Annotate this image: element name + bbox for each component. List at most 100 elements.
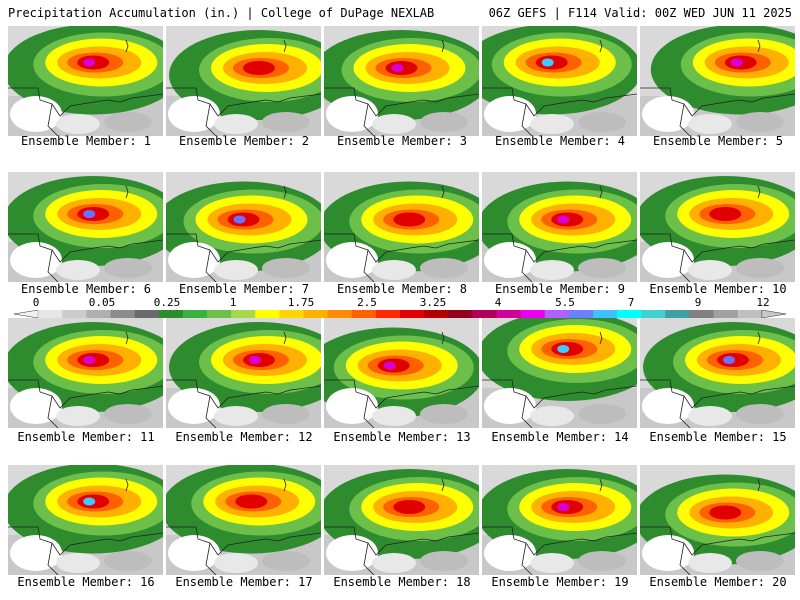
colorbar-tick-label: 9 — [694, 296, 702, 309]
colorbar-segment — [472, 310, 497, 318]
member-caption: Ensemble Member: 9 — [494, 282, 626, 296]
member-map-panel — [8, 26, 163, 136]
colorbar-tick-label: 2.5 — [357, 296, 377, 309]
colorbar-segment — [255, 310, 280, 318]
member-caption: Ensemble Member: 16 — [17, 575, 155, 589]
member-map-panel — [324, 172, 479, 282]
member-caption: Ensemble Member: 6 — [20, 282, 152, 296]
precip-map — [324, 172, 479, 282]
member-caption: Ensemble Member: 18 — [333, 575, 471, 589]
precip-map — [640, 172, 795, 282]
member-caption: Ensemble Member: 13 — [333, 430, 471, 444]
colorbar-segment — [593, 310, 618, 318]
precip-map — [482, 26, 637, 136]
member-map-panel — [166, 318, 321, 428]
precip-map — [324, 465, 479, 575]
colorbar-segment — [617, 310, 642, 318]
colorbar-segment — [279, 310, 304, 318]
colorbar-tick-label: 0.25 — [153, 296, 181, 309]
chart-title: Precipitation Accumulation (in.) | Colle… — [8, 6, 435, 20]
precip-map — [482, 172, 637, 282]
precip-map — [640, 318, 795, 428]
member-map-panel — [640, 318, 795, 428]
precip-map — [166, 172, 321, 282]
precip-map — [324, 26, 479, 136]
member-caption: Ensemble Member: 12 — [175, 430, 313, 444]
colorbar-segment — [158, 310, 184, 318]
precip-map — [8, 26, 163, 136]
member-map-panel — [166, 465, 321, 575]
member-map-panel — [8, 172, 163, 282]
colorbar-segment — [400, 310, 425, 318]
member-caption: Ensemble Member: 15 — [649, 430, 787, 444]
member-map-panel — [324, 26, 479, 136]
precip-map — [482, 465, 637, 575]
member-caption: Ensemble Member: 3 — [336, 134, 468, 148]
precip-map — [8, 172, 163, 282]
colorbar-tick-label: 1.75 — [287, 296, 315, 309]
colorbar-segment — [520, 310, 546, 318]
colorbar-segment — [544, 310, 570, 318]
member-caption: Ensemble Member: 19 — [491, 575, 629, 589]
member-caption: Ensemble Member: 20 — [649, 575, 787, 589]
colorbar-tick-label: 7 — [627, 296, 635, 309]
member-map-panel — [482, 465, 637, 575]
colorbar-segment — [38, 310, 63, 318]
colorbar-segment — [182, 310, 208, 318]
precip-map — [482, 318, 637, 428]
member-map-panel — [482, 318, 637, 428]
colorbar-tick-label: 0.05 — [88, 296, 116, 309]
colorbar-segment — [496, 310, 522, 318]
precip-map — [166, 26, 321, 136]
member-caption: Ensemble Member: 14 — [491, 430, 629, 444]
precip-map — [166, 465, 321, 575]
member-map-panel — [482, 172, 637, 282]
precip-map — [8, 465, 163, 575]
colorbar-segment — [737, 310, 763, 318]
member-caption: Ensemble Member: 4 — [494, 134, 626, 148]
precip-map — [166, 318, 321, 428]
colorbar-segment — [568, 310, 594, 318]
colorbar-tick-label: 3.25 — [419, 296, 447, 309]
member-map-panel — [324, 318, 479, 428]
colorbar-segment — [327, 310, 353, 318]
member-caption: Ensemble Member: 10 — [649, 282, 787, 296]
colorbar-segment — [713, 310, 739, 318]
member-caption: Ensemble Member: 1 — [20, 134, 152, 148]
colorbar-segment — [424, 310, 449, 318]
colorbar-segment — [207, 310, 232, 318]
member-caption: Ensemble Member: 5 — [652, 134, 784, 148]
colorbar-arrow-left — [14, 310, 39, 318]
colorbar-segment — [231, 310, 256, 318]
colorbar-segment — [641, 310, 666, 318]
precip-map — [324, 318, 479, 428]
member-map-panel — [8, 465, 163, 575]
colorbar-segment — [448, 310, 473, 318]
member-caption: Ensemble Member: 11 — [17, 430, 155, 444]
precip-map — [8, 318, 163, 428]
member-map-panel — [640, 172, 795, 282]
member-map-panel — [166, 26, 321, 136]
colorbar-tick-label: 0 — [32, 296, 40, 309]
colorbar-tick-label: 5.5 — [555, 296, 575, 309]
member-map-panel — [324, 465, 479, 575]
member-map-panel — [640, 465, 795, 575]
member-map-panel — [640, 26, 795, 136]
colorbar-tick-label: 1 — [229, 296, 237, 309]
member-caption: Ensemble Member: 8 — [336, 282, 468, 296]
colorbar-segment — [303, 310, 329, 318]
colorbar-arrow-right — [761, 310, 786, 318]
colorbar-segment — [110, 310, 136, 318]
colorbar-segment — [86, 310, 111, 318]
colorbar-tick-label: 4 — [494, 296, 502, 309]
colorbar-segment — [351, 310, 377, 318]
precip-map — [640, 465, 795, 575]
member-map-panel — [8, 318, 163, 428]
member-map-panel — [482, 26, 637, 136]
colorbar-segment — [375, 310, 401, 318]
colorbar-segment — [689, 310, 715, 318]
member-caption: Ensemble Member: 7 — [178, 282, 310, 296]
colorbar — [14, 310, 786, 318]
colorbar-segment — [62, 310, 87, 318]
precip-map — [640, 26, 795, 136]
